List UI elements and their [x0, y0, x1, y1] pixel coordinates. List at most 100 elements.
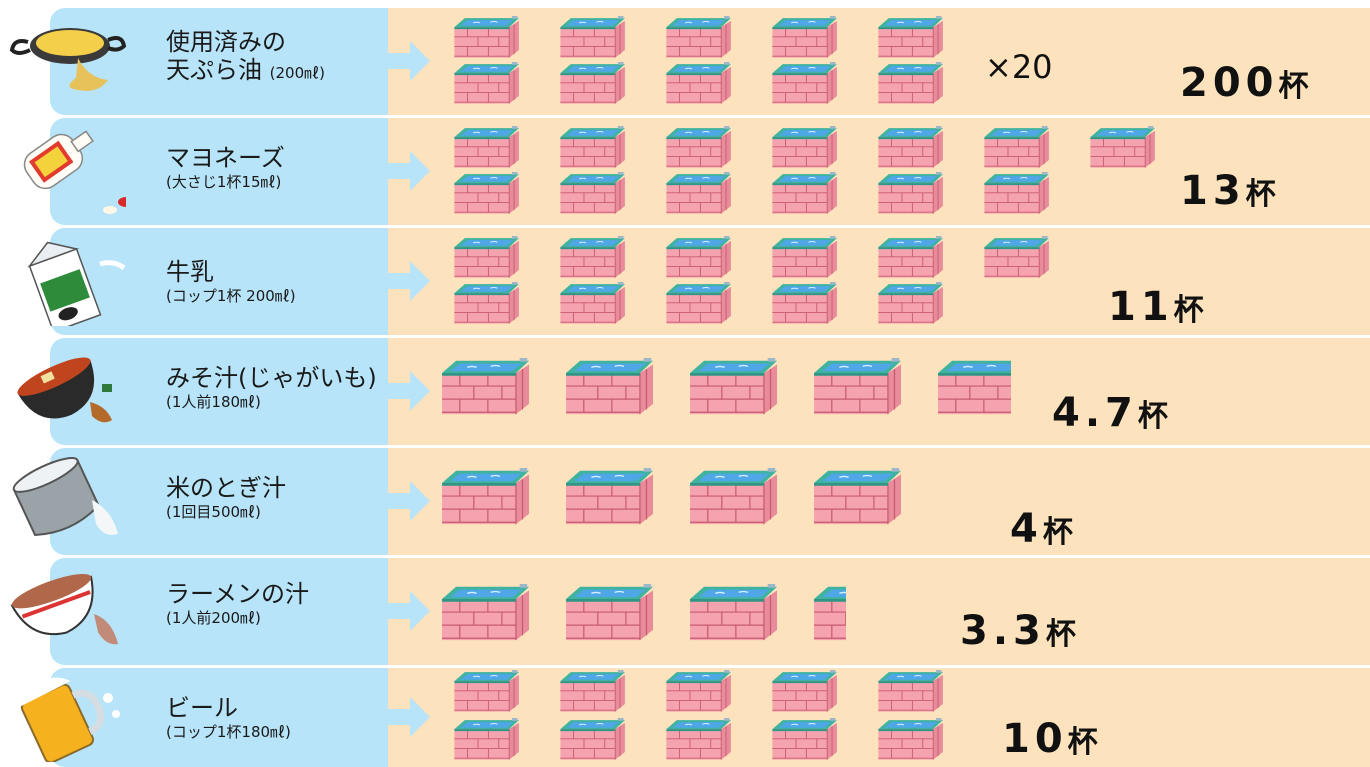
partial-tub	[802, 584, 846, 642]
bathtub-icon	[652, 236, 746, 279]
arrow-right-icon	[388, 695, 432, 739]
bathtub-icon	[802, 358, 914, 416]
divider	[50, 116, 1370, 118]
result-panel	[383, 558, 1370, 665]
arrow-right-icon	[388, 589, 432, 633]
bathtub-icon	[864, 282, 958, 325]
food-name: ラーメンの汁	[166, 580, 310, 608]
bathtub-icon	[440, 718, 534, 761]
bathtub-icon	[864, 718, 958, 761]
bathtub-icon	[430, 468, 542, 526]
bathtub-icon	[440, 282, 534, 325]
food-name: 米のとぎ汁	[166, 474, 286, 502]
bathtub-icon	[652, 282, 746, 325]
bathtub-icon	[678, 584, 790, 642]
bathtub-icon	[758, 282, 852, 325]
food-name-line2: 天ぷら油 (200㎖)	[166, 56, 325, 84]
bathtub-icon	[554, 468, 666, 526]
bathtub-icon	[546, 126, 640, 169]
food-label: ラーメンの汁 (1人前200㎖)	[166, 580, 309, 628]
row-beer: ビール (コップ1杯180㎖) 10杯	[0, 668, 1370, 767]
arrow-right-icon	[388, 149, 432, 193]
food-amount: (大さじ1杯15㎖)	[166, 173, 282, 191]
bathtub-icon	[440, 670, 534, 713]
bathtub-icon	[546, 236, 640, 279]
miso-soup-bowl-icon	[17, 357, 112, 423]
bathtub-icon	[970, 172, 1064, 215]
bathtub-icon	[864, 126, 958, 169]
food-card	[50, 448, 388, 555]
bathtub-icon	[546, 172, 640, 215]
row-tempura-oil: 使用済みの 天ぷら油 (200㎖) ×20 200杯	[0, 8, 1370, 115]
bathtub-icon	[970, 126, 1064, 169]
food-label: みそ汁(じゃがいも) (1人前180㎖)	[166, 364, 377, 412]
food-amount: (1回目500㎖)	[166, 503, 261, 521]
cup-count: 11杯	[1108, 284, 1204, 330]
result-panel	[383, 228, 1370, 335]
bathtub-icon	[440, 172, 534, 215]
arrow-right-icon	[388, 39, 432, 83]
rice-pot-icon	[12, 457, 118, 537]
divider	[50, 556, 1370, 558]
food-name: みそ汁(じゃがいも)	[166, 364, 377, 392]
food-amount: (1人前180㎖)	[166, 393, 261, 411]
bathtub-icon	[758, 172, 852, 215]
bathtub-icon	[758, 126, 852, 169]
bathtub-icon	[864, 62, 958, 105]
cup-count: 3.3杯	[960, 608, 1076, 654]
row-ramen-soup: ラーメンの汁 (1人前200㎖) 3.3杯	[0, 558, 1370, 665]
food-amount: (200㎖)	[269, 64, 325, 82]
result-panel	[383, 8, 1370, 115]
food-amount: (コップ1杯 200㎖)	[166, 287, 296, 305]
bathtub-icon	[546, 16, 640, 59]
food-name: ビール	[166, 694, 238, 722]
food-label: 使用済みの 天ぷら油 (200㎖)	[166, 28, 325, 84]
bathtub-icon	[802, 468, 914, 526]
bathtub-icon	[440, 126, 534, 169]
food-card	[50, 558, 388, 665]
food-label: マヨネーズ (大さじ1杯15㎖)	[166, 144, 285, 192]
bathtub-icon	[678, 468, 790, 526]
bathtub-icon	[678, 358, 790, 416]
bathtub-icon	[758, 16, 852, 59]
frying-pan-oil-icon	[9, 28, 126, 91]
mayonnaise-bottle-icon	[23, 130, 126, 214]
bathtub-icon	[758, 718, 852, 761]
result-panel	[383, 668, 1370, 767]
food-label: ビール (コップ1杯180㎖)	[166, 694, 291, 742]
divider	[50, 226, 1370, 228]
cup-count: 4.7杯	[1052, 390, 1168, 436]
partial-tub	[970, 236, 1064, 279]
bathtub-icon	[440, 236, 534, 279]
food-card	[50, 8, 388, 115]
food-card	[50, 668, 388, 767]
food-label: 牛乳 (コップ1杯 200㎖)	[166, 258, 296, 306]
cup-count: 13杯	[1180, 168, 1276, 214]
food-name: 牛乳	[166, 258, 214, 286]
bathtub-icon	[440, 16, 534, 59]
row-rice-water: 米のとぎ汁 (1回目500㎖) 4杯	[0, 448, 1370, 555]
bathtub-icon	[970, 236, 1064, 279]
food-name: マヨネーズ	[166, 144, 285, 172]
bathtub-icon	[758, 670, 852, 713]
row-mayonnaise: マヨネーズ (大さじ1杯15㎖) 13杯	[0, 118, 1370, 225]
arrow-right-icon	[388, 369, 432, 413]
food-amount: (1人前200㎖)	[166, 609, 261, 627]
bathtub-icon	[652, 16, 746, 59]
bathtub-icon	[652, 670, 746, 713]
bathtub-icon	[864, 172, 958, 215]
arrow-right-icon	[388, 479, 432, 523]
bathtub-icon	[864, 16, 958, 59]
beer-mug-icon	[17, 677, 120, 762]
food-label: 米のとぎ汁 (1回目500㎖)	[166, 474, 286, 522]
bathtub-icon	[864, 236, 958, 279]
milk-carton-icon	[27, 241, 126, 326]
multiplier: ×20	[985, 48, 1053, 86]
bathtub-icon	[802, 584, 846, 642]
bathtub-icon	[926, 358, 1011, 416]
divider	[50, 336, 1370, 338]
bathtub-icon	[1076, 126, 1170, 169]
bathtub-icon	[430, 584, 542, 642]
bathtub-icon	[758, 62, 852, 105]
